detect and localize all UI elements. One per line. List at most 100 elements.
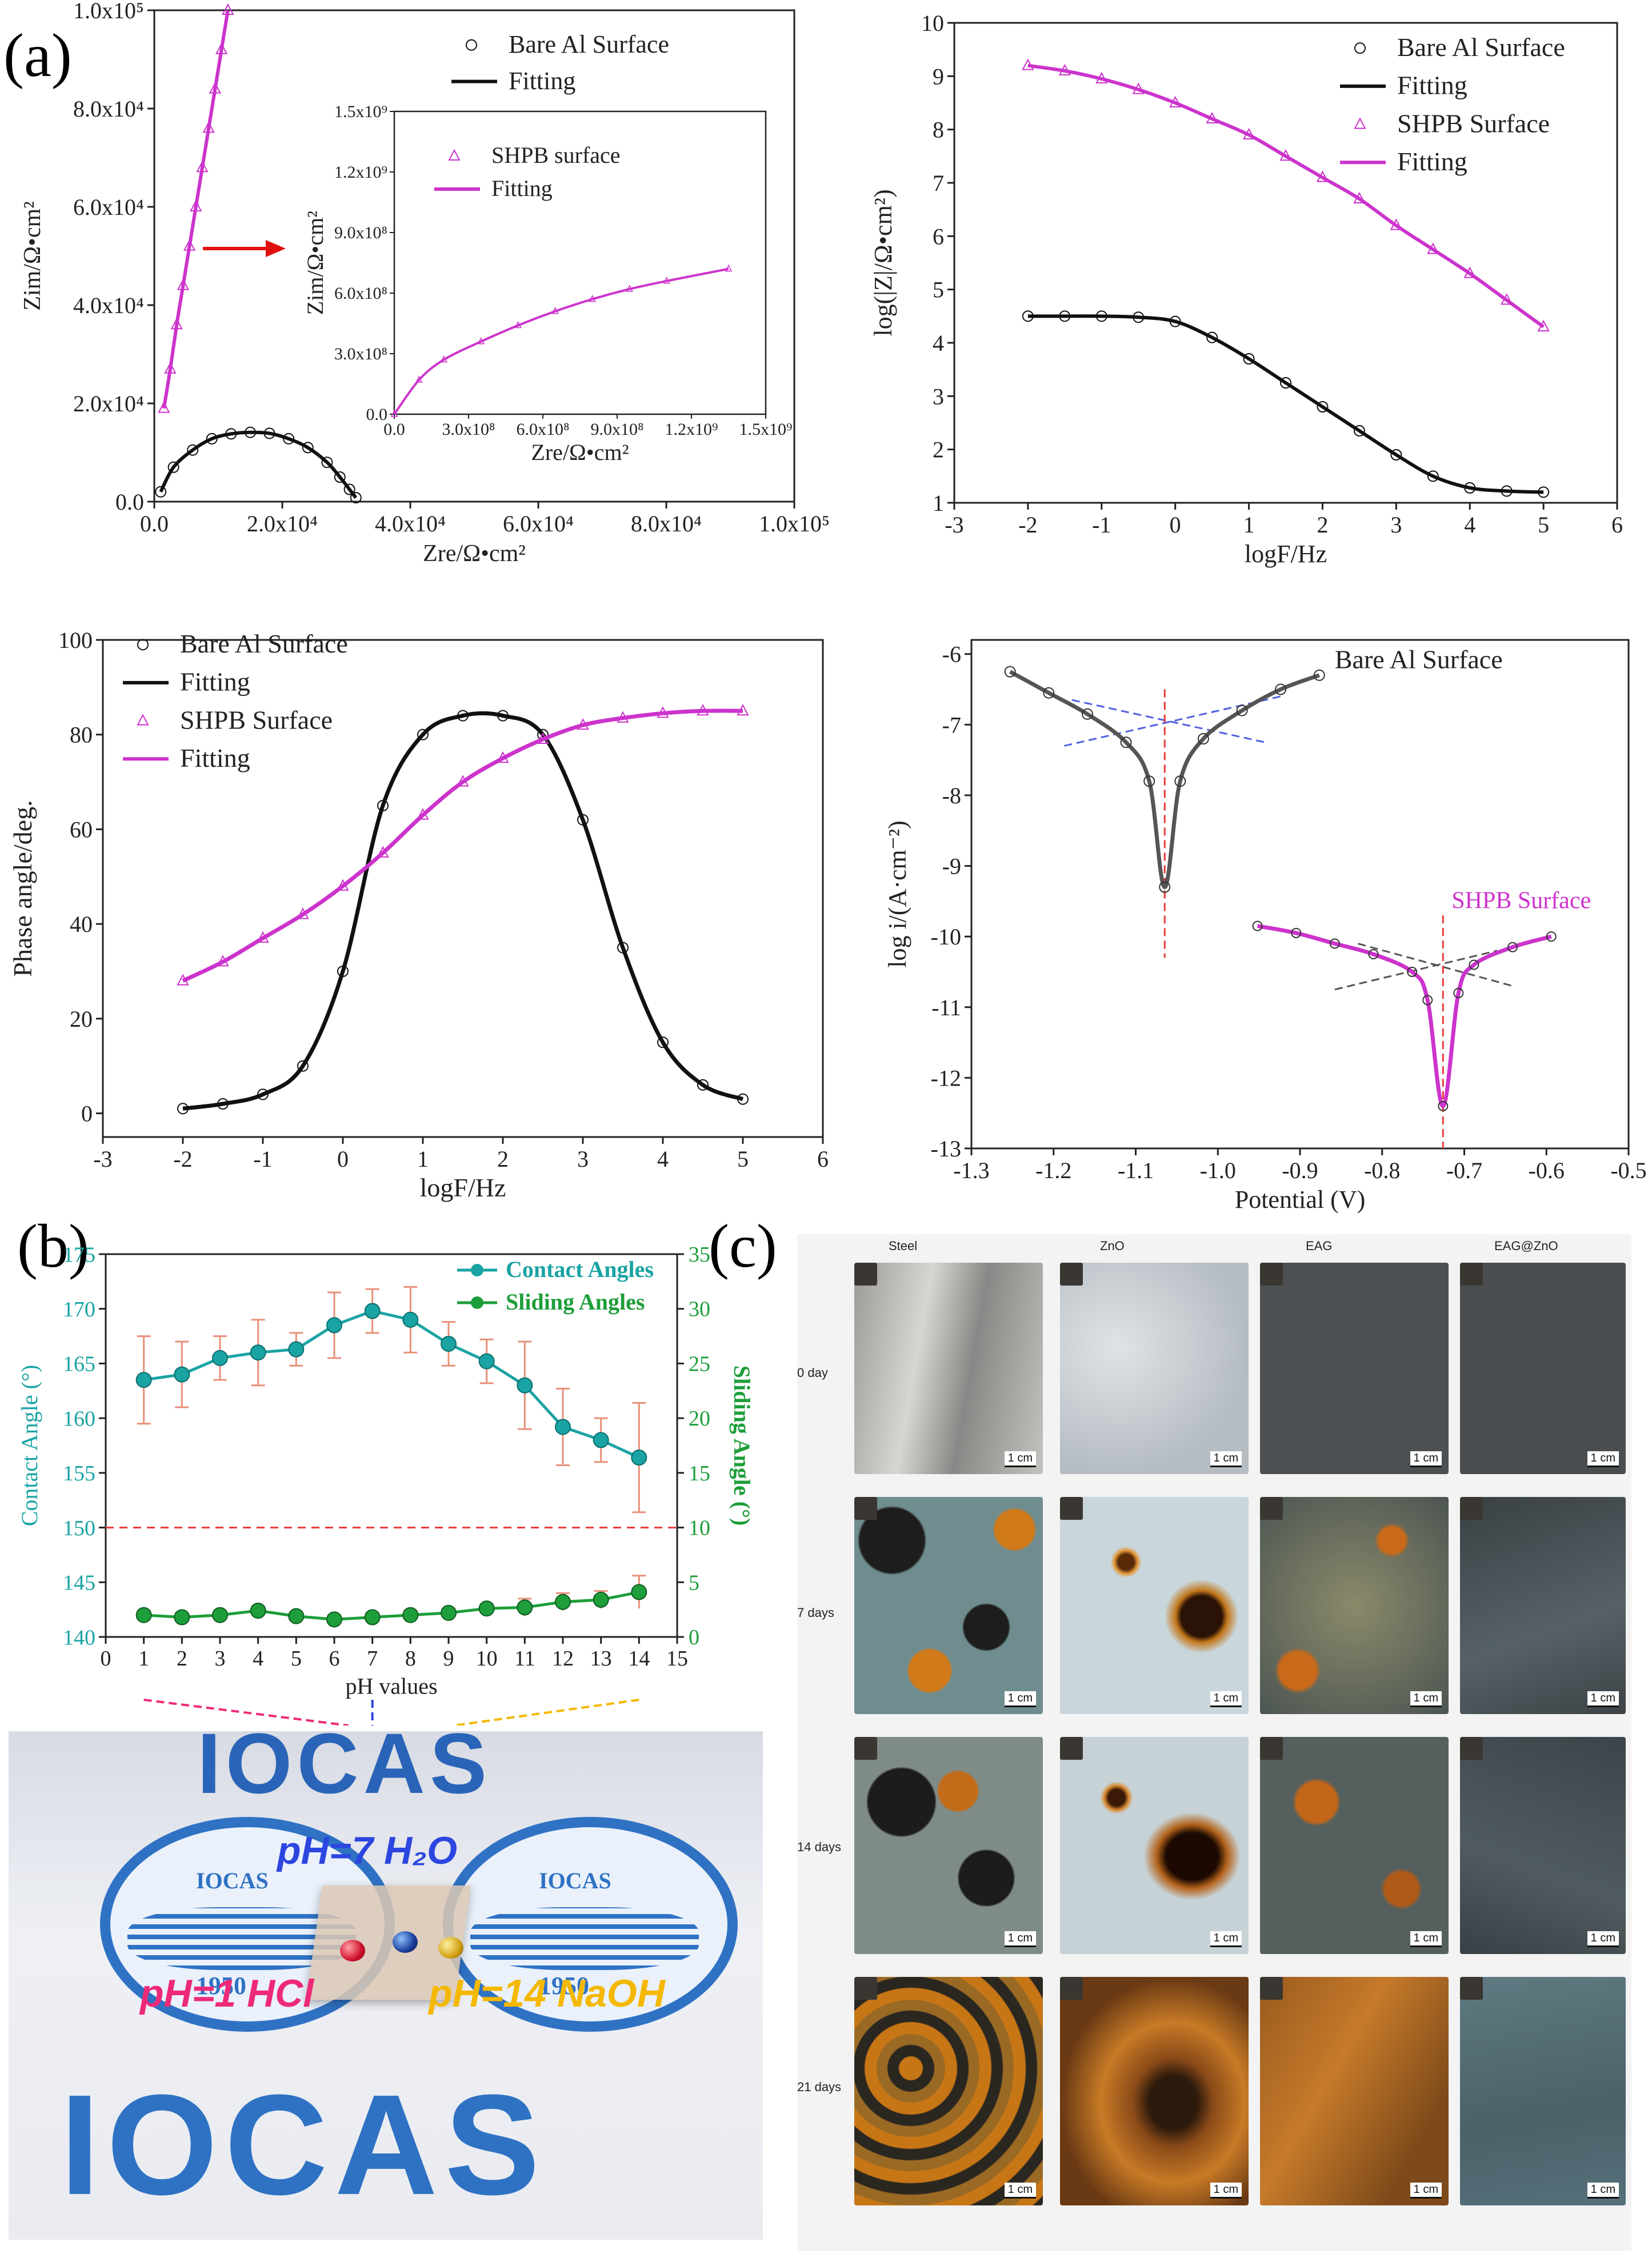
x-tick-label: -1.2 [1035, 1158, 1071, 1183]
panel-label-c: (c) [709, 1212, 777, 1280]
y-tick-label: 100 [58, 627, 93, 653]
data-point-contact [593, 1432, 609, 1448]
panel-label-a: (a) [3, 22, 72, 90]
droplet-base [438, 1937, 463, 1959]
data-point-shpb [222, 3, 234, 15]
inset-x-axis-label: Zre/Ω•cm² [531, 439, 629, 465]
data-point-bare [1159, 881, 1171, 893]
y-tick-label: -6 [942, 642, 961, 667]
series-line-bare [1027, 314, 1544, 494]
y-axis-label: Phase angle/deg. [8, 800, 37, 976]
data-point-bare [257, 1088, 269, 1100]
y-tick-label: 1.0x10⁵ [73, 0, 144, 23]
iocas-logo-top: IOCAS [197, 1731, 492, 1811]
data-point-shpb [577, 718, 589, 730]
data-point-bare [1464, 482, 1476, 494]
legend-text: Fitting [509, 67, 575, 95]
corrosion-photo-grid: Steel ZnO EAG EAG@ZnO 0 day 7 days 14 da… [797, 1234, 1631, 2251]
y-tick-label: 2.0x10⁴ [73, 391, 144, 417]
data-point-sliding [593, 1591, 609, 1608]
iocas-banner-bottom: IOCAS [60, 2065, 547, 2224]
data-point-shpb [1279, 149, 1292, 161]
data-point-bare [263, 427, 275, 439]
seal-right-year: 1950 [539, 1972, 589, 2000]
col-header-eagzno: EAG@ZnO [1494, 1239, 1558, 1253]
scale-bar: 1 cm [1004, 2183, 1036, 2199]
tafel-chart: -1.3 -1.2 -1.1 -1.0 -0.9 -0.8 -0.7 -0.6 -0.5 -6 -7… [883, 639, 1647, 1214]
data-point-bare [1169, 315, 1181, 327]
cell-eag-7: 1 cm [1260, 1497, 1449, 1714]
x-tick-label: -1.3 [953, 1158, 989, 1183]
y-axis-label: log i/(A·cm⁻²) [883, 820, 911, 968]
y2-tick-label: 10 [689, 1516, 710, 1540]
data-point-sliding [288, 1608, 305, 1624]
scale-bar: 1 cm [1004, 1451, 1036, 1467]
y-tick-label: 20 [70, 1006, 93, 1032]
data-point-bare [1390, 449, 1402, 461]
data-point-shpb [183, 239, 196, 251]
legend-text: SHPB Surface [1397, 109, 1550, 138]
droplet-acid [340, 1940, 365, 1961]
annotation-bare: Bare Al Surface [1335, 644, 1503, 674]
cell-zno-21: 1 cm [1060, 1977, 1249, 2205]
y-tick-label: 150 [63, 1516, 95, 1540]
data-point-bare [497, 710, 509, 722]
data-point-bare [1427, 470, 1439, 482]
y-tick-label: -12 [931, 1065, 961, 1091]
data-point-bare [206, 433, 218, 445]
series-line-bare [159, 430, 358, 499]
data-point-shpb [377, 846, 389, 858]
inset-x-tick-label: 1.5x10⁹ [739, 420, 793, 439]
data-point-shpb [158, 401, 170, 413]
y-axis-label: Contact Angle (°) [17, 1365, 42, 1527]
scale-bar: 1 cm [1210, 2183, 1242, 2199]
row-header-0: 0 day [797, 1366, 828, 1380]
x-tick-label: -0.8 [1364, 1158, 1400, 1183]
inset-data-point [725, 264, 733, 272]
x-tick-label: -1 [253, 1146, 272, 1172]
cell-zno-14: 1 cm [1060, 1737, 1249, 1954]
arrow-base [454, 1699, 639, 1725]
series-line-contact [143, 1309, 640, 1459]
y-tick-label: 140 [63, 1626, 95, 1650]
x-tick-label: 2 [497, 1146, 509, 1172]
y-tick-label: 155 [63, 1462, 95, 1486]
y-tick-label: 165 [63, 1352, 95, 1376]
data-point-contact [174, 1366, 190, 1383]
data-point-shpb [1058, 63, 1071, 75]
x-tick-label: 9 [443, 1647, 454, 1671]
data-point-bare [334, 471, 346, 483]
data-point-bare [1022, 310, 1034, 322]
data-point-bare [297, 1060, 309, 1072]
data-point-bare [1243, 353, 1255, 365]
data-point-sliding [631, 1584, 647, 1600]
plot-frame [102, 639, 824, 1138]
data-point-contact [402, 1311, 419, 1328]
data-point-bare [1538, 486, 1550, 498]
data-point-shpb [1095, 71, 1108, 83]
panel-label-b: (b) [17, 1212, 89, 1280]
y-tick-label: 80 [70, 722, 93, 748]
data-point-shpb [1390, 218, 1402, 230]
x-tick-label: 5 [291, 1647, 302, 1671]
y-tick-label: -7 [942, 712, 961, 738]
data-point-bare [1501, 485, 1513, 497]
data-point-contact [631, 1450, 647, 1466]
x-axis-label: pH values [345, 1673, 437, 1699]
data-point-bare [225, 428, 237, 440]
x-tick-label: 3 [577, 1146, 589, 1172]
data-point-bare [187, 444, 199, 456]
y-tick-label: -9 [942, 854, 961, 879]
x-tick-label: -2 [173, 1146, 192, 1172]
cell-eagzno-0: 1 cm [1460, 1263, 1626, 1474]
scale-bar: 1 cm [1410, 1451, 1442, 1467]
y-tick-label: 2 [933, 437, 944, 463]
data-point-shpb [217, 955, 229, 967]
data-point-contact [212, 1350, 228, 1366]
x-tick-label: 1 [417, 1146, 429, 1172]
data-point-sliding [250, 1603, 266, 1619]
data-point-sliding [212, 1607, 228, 1623]
y2-tick-label: 0 [689, 1626, 699, 1650]
data-point-bare [457, 710, 469, 722]
inset-y-tick-label: 3.0x10⁸ [334, 345, 387, 363]
